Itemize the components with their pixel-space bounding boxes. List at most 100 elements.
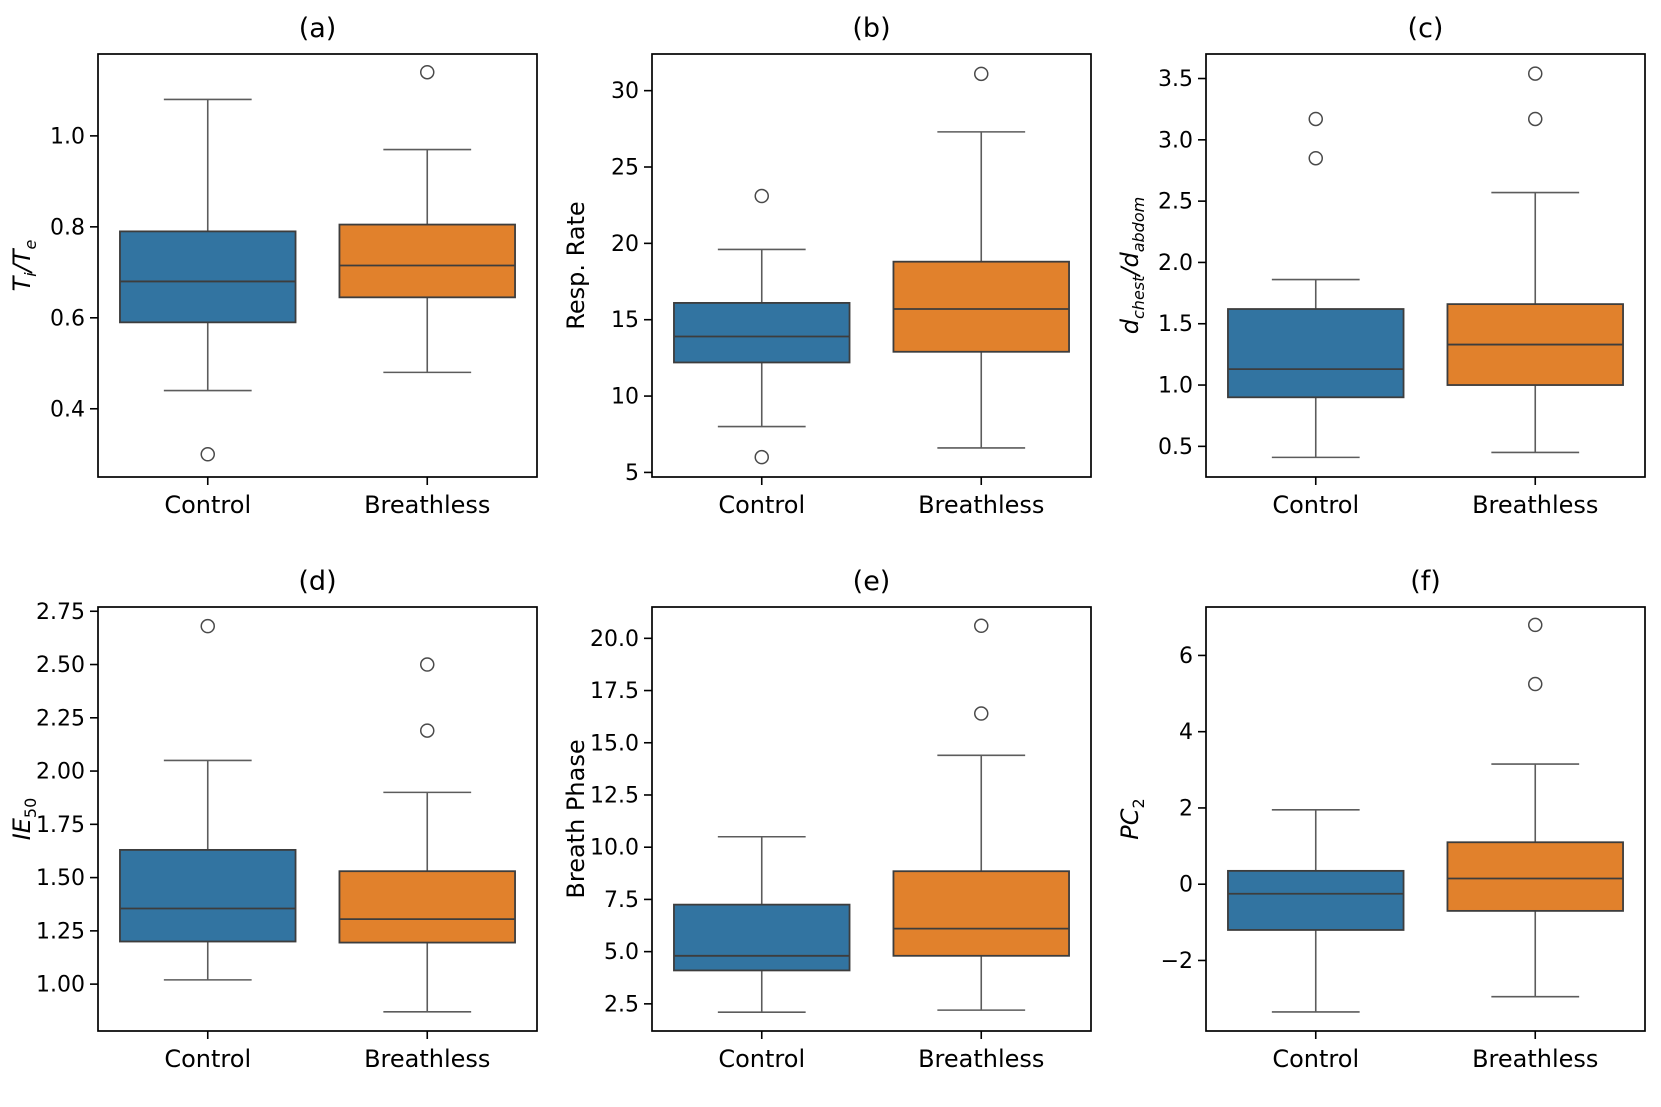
axes-spines — [651, 53, 1092, 478]
panel-title: (c) — [1408, 13, 1444, 44]
panel-title: (d) — [298, 566, 336, 597]
iqr-box — [1227, 869, 1405, 931]
y-axis-label: Resp. Rate — [562, 201, 590, 329]
box-group-control — [673, 188, 851, 465]
x-category-label: Control — [718, 1045, 805, 1073]
outlier-point — [974, 706, 989, 721]
box-group-breathless — [1446, 617, 1624, 998]
panel-title: (b) — [852, 13, 890, 44]
axes-spines — [651, 606, 1092, 1032]
panel-e: (e) 2.5 5.0 7.5 10.0 12.5 15.0 17.5 20.0 Control B… — [554, 553, 1108, 1107]
y-tick-label: 0.4 — [50, 397, 85, 422]
y-axis-label: Ti/Te — [8, 239, 40, 291]
box-group-control — [673, 835, 851, 1014]
y-tick-label: 17.5 — [590, 679, 639, 704]
y-tick-label: 7.5 — [604, 888, 639, 913]
axes-spines — [1205, 606, 1646, 1032]
panel-c-svg: (c) 0.5 1.0 1.5 2.0 2.5 3.0 3.5 Control Breathles… — [1116, 13, 1646, 519]
panel-d: (d) 1.00 1.25 1.50 1.75 2.00 2.25 2.50 2.75 Contr… — [0, 553, 554, 1107]
x-category-label: Control — [1272, 491, 1359, 519]
y-tick-label: 2.50 — [36, 653, 85, 678]
x-category-label: Control — [164, 1045, 251, 1073]
y-tick-label: 1.50 — [36, 866, 85, 891]
panel-title: (f) — [1410, 566, 1441, 597]
y-tick-label: 10 — [611, 385, 639, 410]
outlier-point — [1308, 150, 1323, 166]
iqr-box — [673, 903, 851, 972]
panel-f-svg: (f) −2 0 2 4 6 Control Breathless PC2 — [1116, 566, 1646, 1073]
y-tick-label: 6 — [1179, 644, 1193, 669]
y-tick-label: 2.0 — [1158, 251, 1193, 276]
y-tick-label: 15.0 — [590, 731, 639, 756]
x-category-label: Control — [164, 491, 251, 519]
y-axis-label: dchest/dabdom — [1116, 197, 1148, 334]
y-tick-label: 2.5 — [1158, 190, 1193, 215]
y-tick-label: 5 — [625, 461, 639, 486]
x-category-label: Control — [1272, 1045, 1359, 1073]
y-tick-label: 2.75 — [36, 600, 85, 625]
iqr-box — [119, 230, 297, 324]
y-tick-label: 1.0 — [1158, 374, 1193, 399]
outlier-point — [1528, 617, 1543, 633]
x-category-label: Control — [718, 491, 805, 519]
iqr-box — [338, 223, 516, 299]
y-tick-label: 1.5 — [1158, 312, 1193, 337]
box-group-control — [119, 98, 297, 462]
x-category-label: Breathless — [364, 491, 490, 519]
y-tick-label: 1.75 — [36, 813, 85, 838]
y-tick-label: 4 — [1179, 720, 1193, 745]
panel-title: (e) — [853, 566, 891, 597]
x-category-label: Breathless — [1472, 1045, 1598, 1073]
y-tick-label: 30 — [611, 79, 639, 104]
y-tick-label: 12.5 — [590, 783, 639, 808]
y-tick-label: 0.8 — [50, 215, 85, 240]
y-axis-label: IE50 — [8, 798, 40, 841]
iqr-box — [1227, 308, 1405, 399]
y-axis-label: Breath Phase — [562, 739, 590, 898]
outlier-point — [754, 449, 769, 465]
outlier-point — [420, 657, 435, 672]
box-group-breathless — [1446, 66, 1624, 454]
y-tick-label: 2.00 — [36, 760, 85, 785]
panel-b: (b) 5 10 15 20 25 30 Control Breathless Resp. Rat… — [554, 0, 1108, 553]
iqr-box — [338, 870, 516, 944]
y-tick-label: 3.0 — [1158, 128, 1193, 153]
y-axis-label: PC2 — [1116, 798, 1148, 839]
x-category-label: Breathless — [918, 491, 1044, 519]
y-tick-label: 2.25 — [36, 706, 85, 731]
x-category-label: Breathless — [1472, 491, 1598, 519]
y-tick-label: 15 — [611, 308, 639, 333]
iqr-box — [673, 302, 851, 364]
outlier-point — [1308, 111, 1323, 127]
iqr-box — [1446, 841, 1624, 912]
outlier-point — [1528, 111, 1543, 127]
panel-e-svg: (e) 2.5 5.0 7.5 10.0 12.5 15.0 17.5 20.0 Control B… — [562, 566, 1092, 1073]
y-tick-label: −2 — [1161, 949, 1193, 974]
outlier-point — [200, 447, 215, 462]
panel-b-svg: (b) 5 10 15 20 25 30 Control Breathless Resp. Rat… — [562, 13, 1092, 519]
box-group-breathless — [892, 618, 1070, 1011]
panel-a-svg: (a) 0.4 0.6 0.8 1.0 Control Breathless Ti/Te — [8, 13, 538, 519]
x-category-label: Breathless — [364, 1045, 490, 1073]
y-tick-label: 3.5 — [1158, 67, 1193, 92]
outlier-point — [1528, 676, 1543, 692]
panel-c: (c) 0.5 1.0 1.5 2.0 2.5 3.0 3.5 Control Breathles… — [1108, 0, 1661, 553]
panel-d-svg: (d) 1.00 1.25 1.50 1.75 2.00 2.25 2.50 2.75 Contr… — [8, 566, 538, 1073]
outlier-point — [974, 66, 989, 82]
y-tick-label: 0.6 — [50, 306, 85, 331]
iqr-box — [119, 848, 297, 943]
y-tick-label: 1.0 — [50, 124, 85, 149]
y-tick-label: 10.0 — [590, 836, 639, 861]
y-tick-label: 1.25 — [36, 919, 85, 944]
axes-spines — [97, 53, 538, 478]
iqr-box — [892, 870, 1070, 957]
panel-f: (f) −2 0 2 4 6 Control Breathless PC2 — [1108, 553, 1661, 1107]
panel-a: (a) 0.4 0.6 0.8 1.0 Control Breathless Ti/Te — [0, 0, 554, 553]
outlier-point — [754, 188, 769, 204]
outlier-point — [200, 618, 215, 634]
box-group-breathless — [338, 657, 516, 1013]
outlier-point — [420, 64, 435, 80]
x-category-label: Breathless — [918, 1045, 1044, 1073]
box-group-control — [1227, 111, 1405, 459]
